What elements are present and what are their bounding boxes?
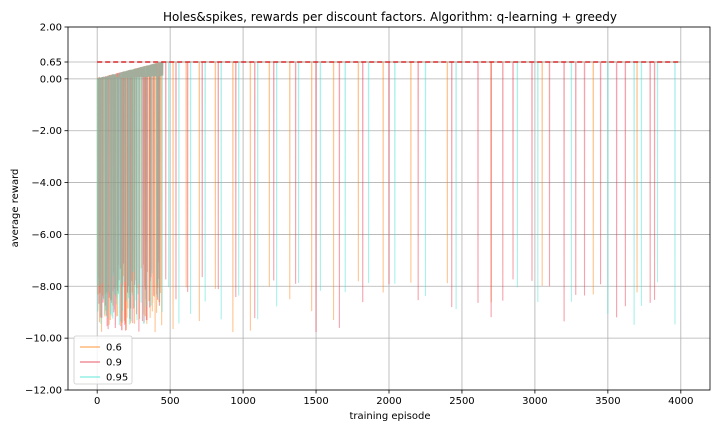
- y-tick-label: −4.00: [31, 178, 62, 189]
- x-axis: 0 500 1000 1500 2000 2500 3000 3500 4000: [94, 390, 694, 407]
- legend-label-0.9: 0.9: [106, 358, 122, 369]
- y-tick-label: 2.00: [40, 23, 62, 34]
- legend-label-0.6: 0.6: [106, 343, 122, 354]
- x-tick-label: 1500: [303, 396, 328, 407]
- legend-box: [73, 335, 133, 385]
- x-tick-label: 1000: [230, 396, 255, 407]
- y-tick-label: −8.00: [31, 282, 62, 293]
- y-tick-label: −12.00: [25, 386, 62, 397]
- y-tick-label: 0.65: [40, 58, 62, 69]
- x-tick-label: 500: [161, 396, 180, 407]
- y-axis-title: average reward: [10, 169, 21, 248]
- x-tick-label: 0: [94, 396, 100, 407]
- legend: 0.6 0.9 0.95: [73, 335, 133, 385]
- y-axis: −12.00 −10.00 −8.00 −6.00 −4.00 −2.00 0.00 0.65…: [25, 23, 68, 397]
- y-tick-label: −6.00: [31, 230, 62, 241]
- x-tick-label: 2500: [449, 396, 474, 407]
- y-tick-label: −10.00: [25, 334, 62, 345]
- legend-label-0.95: 0.95: [106, 373, 128, 384]
- x-tick-label: 2000: [376, 396, 401, 407]
- x-tick-label: 3500: [595, 396, 620, 407]
- x-axis-title: training episode: [349, 411, 430, 422]
- y-tick-label: 0.00: [40, 74, 62, 85]
- y-tick-label: −2.00: [31, 126, 62, 137]
- x-tick-label: 4000: [668, 396, 693, 407]
- chart-title: Holes&spikes, rewards per discount facto…: [163, 10, 617, 24]
- x-tick-label: 3000: [522, 396, 547, 407]
